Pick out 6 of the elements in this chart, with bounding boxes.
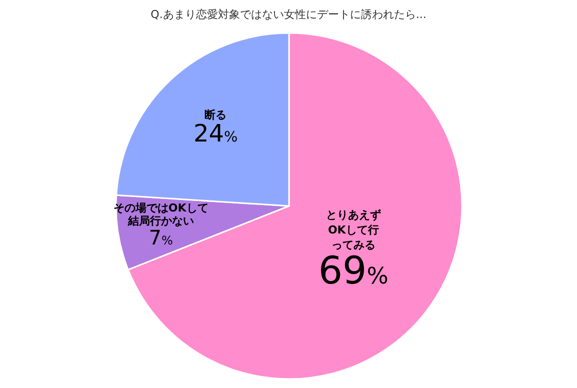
chart-title: Q.あまり恋愛対象ではない女性にデートに誘われたら... — [150, 8, 426, 21]
data-label: 7% — [148, 225, 173, 250]
data-label: 24% — [193, 120, 238, 148]
data-label: 69% — [318, 248, 388, 293]
slice-label: 断る — [204, 108, 227, 122]
slice-label: とりあえずOKして行ってみる — [326, 208, 381, 252]
